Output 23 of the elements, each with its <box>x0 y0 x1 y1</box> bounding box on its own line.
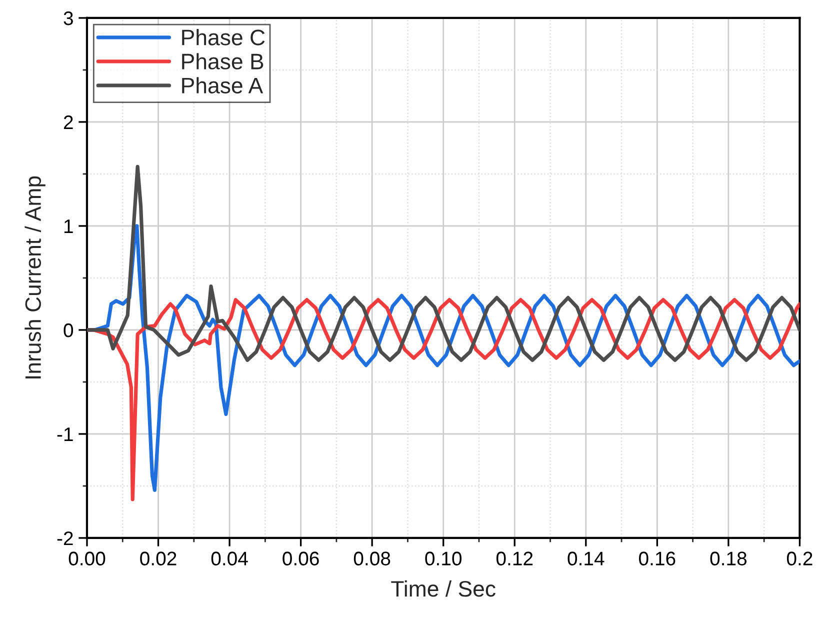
y-axis-title: Inrush Current / Amp <box>24 176 46 378</box>
x-tick-label: 0.14 <box>568 552 604 566</box>
x-tick-label: 0.04 <box>211 552 248 566</box>
legend-label: Phase C <box>182 29 265 46</box>
x-tick-label: 0.18 <box>710 552 747 566</box>
legend-label: Phase B <box>182 53 264 70</box>
legend-label: Phase A <box>182 77 264 94</box>
x-axis-title: Time / Sec <box>391 580 496 597</box>
y-tick-label: 0 <box>64 323 74 338</box>
y-tick-label: 2 <box>64 115 73 129</box>
x-tick-label: 0.16 <box>639 552 676 566</box>
y-tick-label: 3 <box>64 11 73 26</box>
y-tick-label: -1 <box>57 428 73 442</box>
y-tick-label: -2 <box>57 531 73 546</box>
x-tick-label: 0.00 <box>68 552 106 566</box>
x-tick-label: 0.08 <box>354 552 390 566</box>
line-series <box>86 164 800 362</box>
y-tick-label: 1 <box>64 220 73 234</box>
x-tick-label: 0.02 <box>140 552 176 566</box>
x-tick-label: 0.12 <box>496 552 533 566</box>
x-tick-label: 0.10 <box>425 552 462 566</box>
x-tick-label: 0.06 <box>282 552 319 566</box>
x-tick-label: 0.2 <box>786 552 812 566</box>
